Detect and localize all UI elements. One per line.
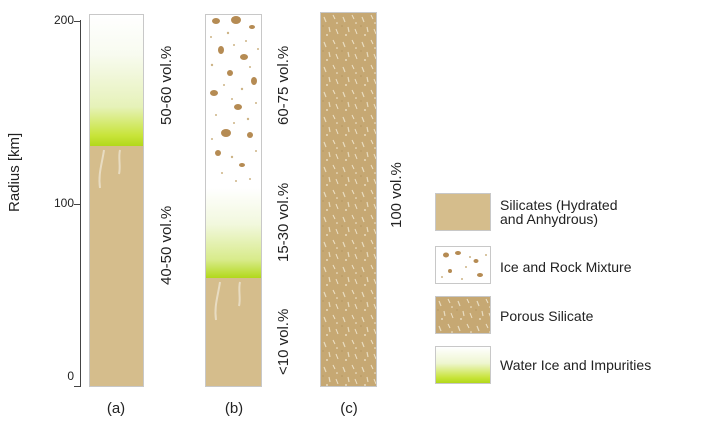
legend-label-porous: Porous Silicate (500, 308, 594, 324)
y-axis-line (80, 20, 81, 387)
y-tick-100: 100 (53, 196, 74, 210)
legend-swatch-porous (435, 296, 491, 334)
column-a-silicate-label: 40-50 vol.% (158, 205, 175, 285)
legend-swatch-silicates (435, 193, 491, 231)
column-b-ice-rock-label: 60-75 vol.% (275, 45, 292, 125)
column-b (205, 14, 262, 387)
y-tick-mark-0 (74, 386, 80, 387)
column-a-ice-label: 50-60 vol.% (158, 45, 175, 125)
column-a-caption: (a) (106, 400, 126, 417)
y-tick-mark-200 (74, 21, 80, 22)
legend-label-water-ice: Water Ice and Impurities (500, 357, 652, 373)
y-axis-label: Radius [km] (6, 132, 23, 212)
legend-label-silicates: Silicates (Hydrated and Anhydrous) (500, 197, 618, 227)
y-tick-0: 0 (67, 369, 74, 383)
column-b-water-ice-label: 15-30 vol.% (275, 182, 292, 262)
y-tick-mark-100 (74, 204, 80, 205)
column-b-ice-rock-layer (206, 15, 261, 188)
column-c-porous-texture (321, 13, 376, 386)
legend-label-ice-rock: Ice and Rock Mixture (500, 259, 632, 275)
column-b-rock-speckles (210, 16, 259, 182)
column-a (89, 14, 144, 387)
column-b-water-ice-layer (206, 188, 261, 278)
legend-swatch-ice-rock (435, 246, 491, 284)
y-tick-200: 200 (53, 13, 74, 27)
legend-swatch-water-ice (435, 346, 491, 384)
column-c-porous-silicate (320, 12, 377, 387)
column-b-crack-marks (214, 281, 241, 321)
column-b-silicate-layer (206, 278, 261, 386)
column-a-crack-marks (98, 149, 121, 189)
column-a-water-ice-layer (90, 15, 143, 146)
column-c-label: 100 vol.% (388, 162, 405, 228)
column-a-silicate-layer (90, 146, 143, 386)
legend-ice-rock-pattern (441, 251, 487, 280)
legend-porous-pattern (436, 297, 490, 333)
column-b-caption: (b) (224, 400, 244, 417)
column-c-caption: (c) (340, 400, 358, 417)
column-b-silicate-label: <10 vol.% (275, 308, 292, 375)
